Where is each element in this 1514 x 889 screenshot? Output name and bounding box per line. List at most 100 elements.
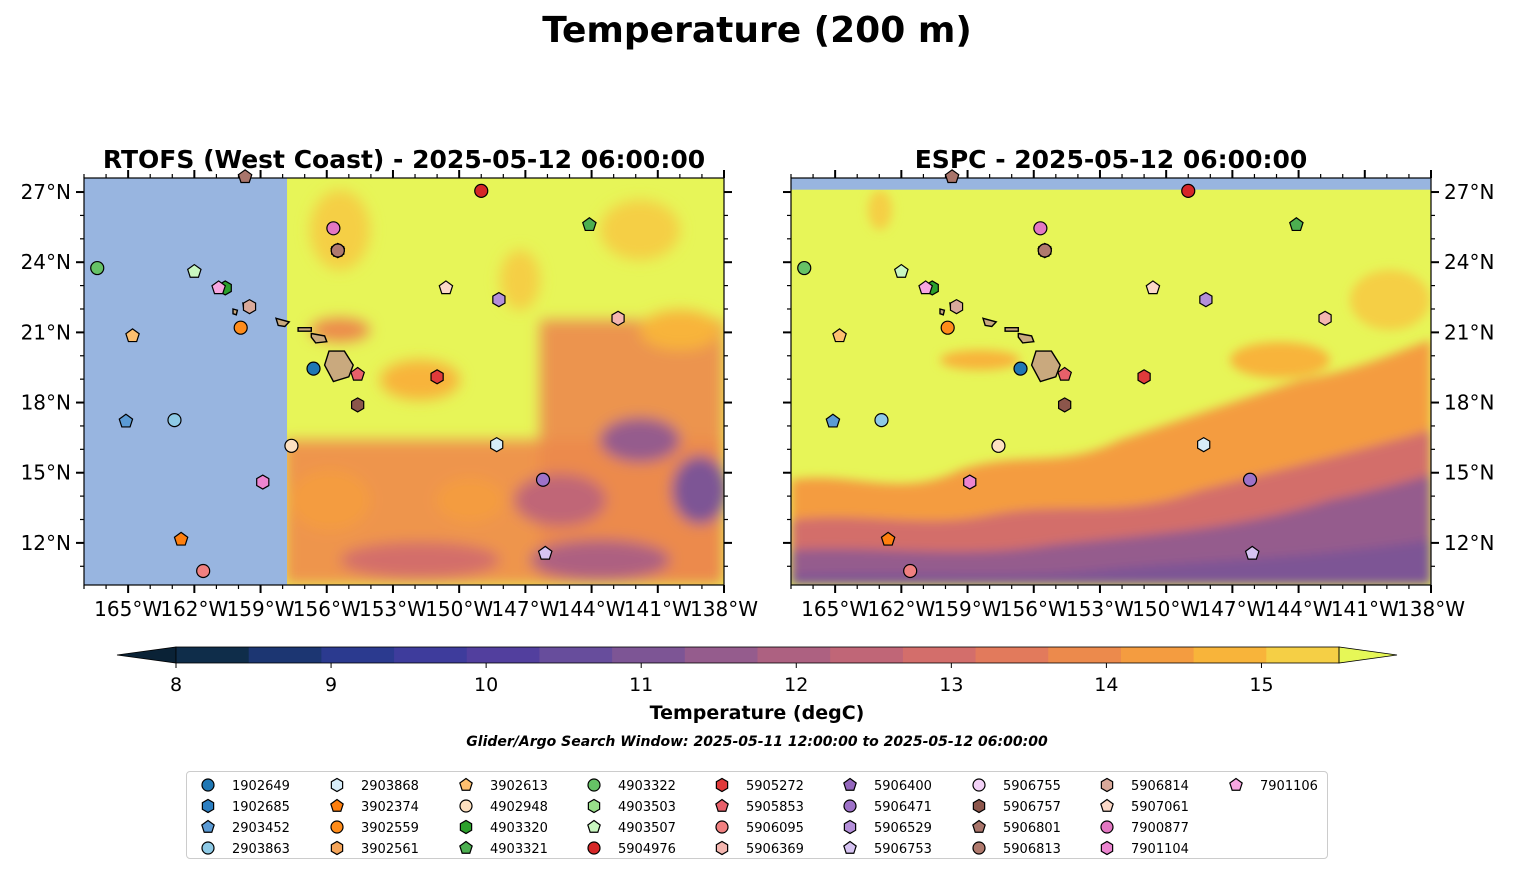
legend-marker-5905853: [715, 798, 729, 812]
x-tick-label: 159°W: [227, 597, 295, 621]
search-window-caption: Glider/Argo Search Window: 2025-05-11 12…: [466, 734, 1048, 750]
legend-label: 4903322: [618, 779, 676, 794]
legend-marker-3902559: [330, 820, 344, 834]
legend-label: 5906801: [1003, 821, 1061, 836]
float-marker-3902613: [125, 328, 140, 343]
colorbar-tick-label: 9: [325, 674, 337, 696]
x-tick-label: 141°W: [1331, 597, 1399, 621]
colorbar-tick-label: 10: [474, 674, 498, 696]
x-tick-label: 153°W: [1066, 597, 1134, 621]
legend-label: 4903507: [618, 821, 676, 836]
legend-marker-3902613: [459, 777, 473, 791]
colorbar-segment: [902, 647, 977, 663]
float-marker-5906529: [1199, 291, 1213, 308]
float-marker-7901104: [256, 474, 270, 490]
colorbar-segment: [1193, 647, 1267, 663]
legend-marker-5906757: [972, 798, 986, 814]
float-marker-4903507: [186, 263, 202, 278]
y-tick-label: 27°N: [21, 180, 71, 204]
legend-marker-5905272: [715, 777, 729, 793]
x-tick-label: 156°W: [1000, 597, 1068, 621]
float-marker-3902374: [173, 531, 189, 546]
float-marker-5904976: [474, 183, 489, 198]
island-hawaii: [323, 350, 354, 383]
colorbar-segment: [612, 647, 686, 663]
y-tick-label: 18°N: [21, 391, 71, 415]
legend-marker-2903452: [201, 819, 215, 833]
legend-marker-5906529: [843, 819, 857, 835]
y-tick-label: 27°N: [1444, 180, 1494, 204]
float-marker-2903452: [118, 413, 134, 428]
colorbar-tick-label: 11: [629, 674, 653, 696]
legend-label: 5906400: [874, 779, 932, 794]
legend-marker-1902685: [201, 798, 215, 814]
legend-label: 5906369: [746, 842, 804, 857]
colorbar-segment: [539, 647, 613, 663]
float-marker-2903863: [874, 412, 889, 428]
float-marker-5905272: [1137, 369, 1151, 385]
float-marker-5906753: [1244, 545, 1260, 560]
colorbar-segment: [757, 647, 831, 663]
colorbar-tick-label: 15: [1249, 674, 1273, 696]
legend-marker-4902948: [459, 799, 473, 813]
float-marker-5906813: [1037, 243, 1052, 258]
panel-rtofs: RTOFS (West Coast) - 2025-05-12 06:00:00: [21, 145, 759, 621]
legend-marker-5906801: [972, 819, 986, 833]
legend-label: 2903868: [361, 779, 419, 794]
float-marker-5906369: [611, 310, 625, 327]
legend-label: 5906757: [1003, 800, 1061, 815]
float-markers: [797, 169, 1332, 579]
legend-label: 7901106: [1260, 779, 1318, 794]
legend-marker-5904976: [587, 841, 601, 855]
x-tick-label: 153°W: [359, 597, 427, 621]
x-tick-label: 159°W: [934, 597, 1002, 621]
colorbar: 8 9 10 11 12 13 14 15: [116, 646, 1398, 696]
colorbar-segment: [1048, 647, 1122, 663]
legend-marker-5906753: [843, 840, 857, 854]
legend-marker-4903322: [587, 778, 601, 792]
float-marker-4902948: [991, 438, 1006, 453]
float-marker-3902559: [233, 320, 248, 335]
float-marker-5906814: [242, 298, 257, 315]
float-marker-1902649: [306, 361, 321, 376]
float-marker-4903322: [797, 260, 812, 276]
colorbar-label: Temperature (degC): [650, 702, 865, 724]
x-tick-label: 150°W: [1132, 597, 1200, 621]
float-marker-5906813: [330, 243, 345, 258]
float-marker-4903322: [90, 260, 105, 276]
x-tick-label: 156°W: [293, 597, 361, 621]
x-tick-label: 144°W: [1265, 597, 1333, 621]
colorbar-segment: [176, 647, 250, 663]
legend-marker-7901104: [1100, 840, 1114, 856]
float-marker-5906753: [537, 545, 553, 560]
legend-label: 4902948: [490, 800, 548, 815]
legend-marker-5907061: [1100, 798, 1114, 812]
temperature-contours: [284, 190, 724, 585]
x-tick-label: 150°W: [425, 597, 493, 621]
y-tick-label: 21°N: [21, 320, 71, 344]
float-marker-5905272: [430, 369, 444, 385]
float-marker-3902613: [832, 328, 847, 343]
float-marker-5906757: [1057, 397, 1072, 413]
float-marker-7900877: [326, 221, 341, 236]
colorbar-segment: [1120, 647, 1195, 663]
panel-espc: ESPC - 2025-05-12 06:00:00 165°W162°W159…: [783, 145, 1494, 621]
panel-title: RTOFS (West Coast) - 2025-05-12 06:00:00: [103, 145, 705, 174]
float-marker-5907061: [438, 280, 454, 295]
legend-label: 1902649: [232, 779, 290, 794]
legend-label: 2903452: [232, 821, 290, 836]
x-tick-label: 144°W: [558, 597, 626, 621]
legend-marker-5906814: [1100, 777, 1114, 793]
legend-marker-5906369: [715, 840, 729, 856]
legend-entries: 1902649 1902685 2903452 2903863 2903868 39023…: [201, 777, 1318, 857]
legend-marker-7900877: [1100, 820, 1114, 834]
map-frame: [790, 177, 1432, 586]
x-tick-label: 147°W: [1198, 597, 1266, 621]
float-marker-5906801: [237, 169, 253, 184]
float-marker-5905853: [350, 366, 366, 381]
legend-label: 5906095: [746, 821, 804, 836]
colorbar-segment: [1266, 647, 1340, 663]
legend: 1902649 1902685 2903452 2903863 2903868 39023…: [186, 771, 1328, 859]
colorbar-segment: [394, 647, 468, 663]
